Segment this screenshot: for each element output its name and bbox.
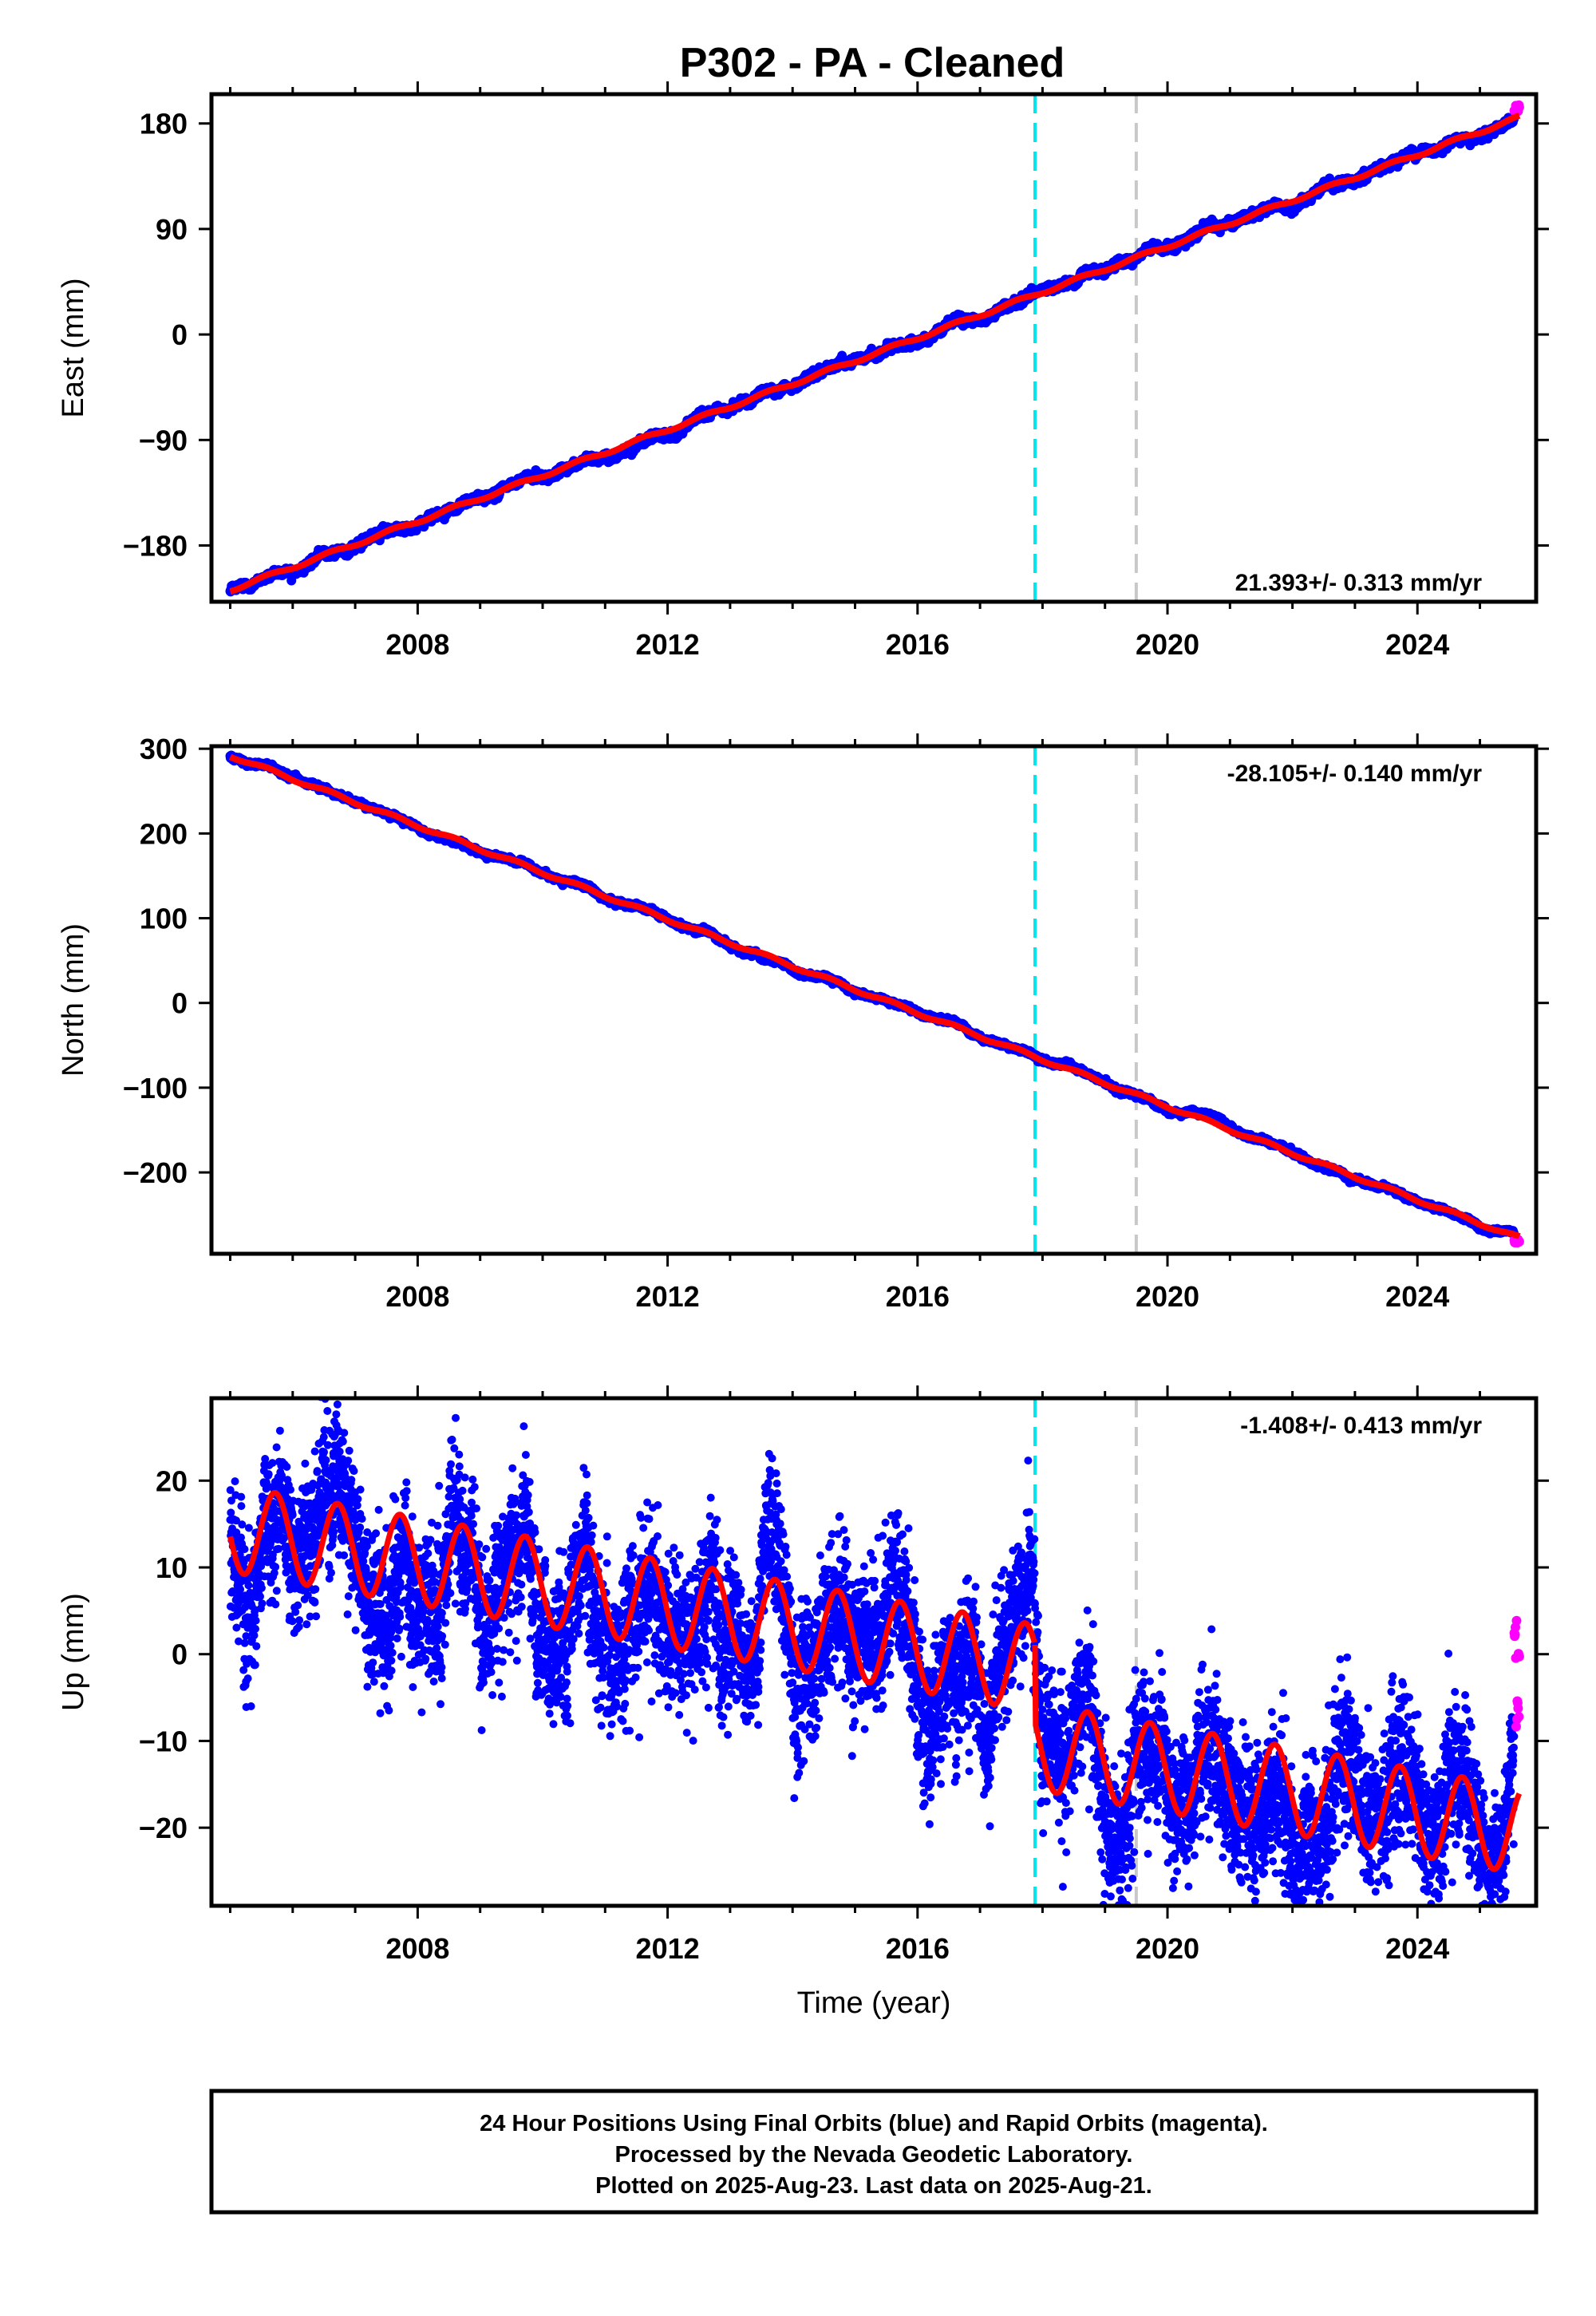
east-y-tick-label: 180 [140,108,188,140]
east-y-axis-label: East (mm) [57,278,90,417]
east-x-tick-label: 2020 [1136,628,1199,661]
east-y-tick-label: −90 [139,424,188,456]
east-y-tick-label: 0 [172,318,188,351]
east-x-tick-label: 2012 [636,628,700,661]
east-velocity-label: 21.393+/- 0.313 mm/yr [1235,570,1483,596]
east-panel: 2008 2012 2016 2020 2024 −180 −90 0 90 180 East (m… [57,81,1549,661]
east-y-tick-label: −180 [123,529,188,562]
east-rapid-point [1514,102,1524,113]
figure-title: P302 - PA - Cleaned [680,40,1065,86]
east-x-tick-label: 2024 [1385,628,1449,661]
east-x-tick-label: 2016 [886,628,950,661]
east-y-tick-label: 90 [156,213,188,246]
east-x-tick-label: 2008 [385,628,449,661]
